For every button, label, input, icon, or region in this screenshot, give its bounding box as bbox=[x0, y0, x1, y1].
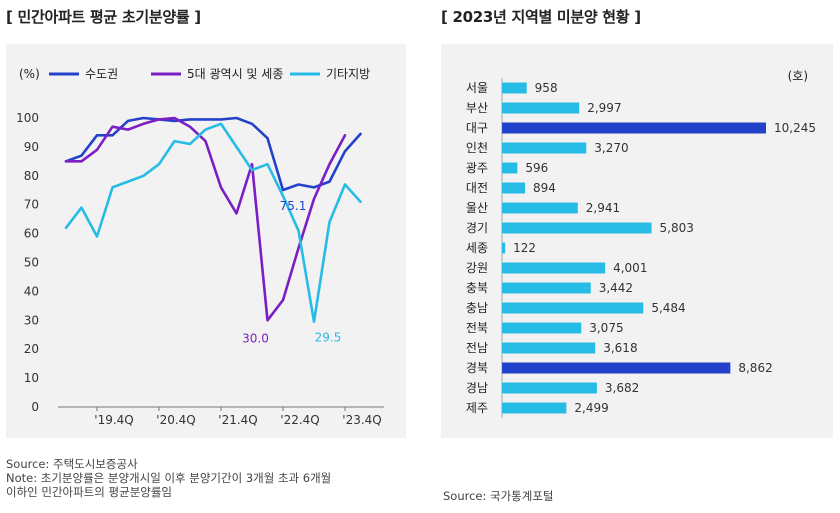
category-label: 제주 bbox=[466, 401, 488, 415]
value-label: 3,270 bbox=[594, 141, 628, 155]
series-line bbox=[64, 116, 362, 192]
y-tick-label: 0 bbox=[31, 400, 39, 414]
value-label: 3,618 bbox=[603, 341, 637, 355]
bar bbox=[502, 302, 644, 314]
value-label: 5,484 bbox=[651, 301, 685, 315]
value-label: 3,442 bbox=[599, 281, 633, 295]
category-label: 경북 bbox=[466, 361, 488, 375]
y-tick-label: 50 bbox=[24, 256, 39, 270]
note-line-2: 이하인 민간아파트의 평균분양률임 bbox=[6, 485, 173, 499]
left-chart-title: [ 민간아파트 평균 초기분양률 ] bbox=[6, 8, 201, 26]
y-tick-label: 10 bbox=[24, 371, 39, 385]
right-chart-title: [ 2023년 지역별 미분양 현황 ] bbox=[441, 8, 641, 26]
right-source: Source: 국가통계포털 bbox=[443, 489, 554, 503]
category-label: 강원 bbox=[466, 261, 488, 275]
legend-label: 기타지방 bbox=[326, 67, 370, 81]
category-label: 충북 bbox=[466, 281, 488, 295]
line-chart: (%) 0 10 20 30 40 50 60 70 80 90 100 '19.4Q '20.4Q '21… bbox=[16, 67, 384, 427]
category-label: 서울 bbox=[466, 81, 488, 95]
data-label: 29.5 bbox=[315, 331, 342, 345]
value-label: 5,803 bbox=[660, 221, 694, 235]
bar bbox=[502, 142, 587, 154]
legend-label: 5대 광역시 및 세종 bbox=[187, 67, 283, 81]
bar bbox=[502, 202, 578, 214]
source-line: Source: 주택도시보증공사 bbox=[6, 457, 138, 471]
bar bbox=[502, 262, 606, 274]
category-label: 대전 bbox=[466, 181, 488, 195]
value-label: 596 bbox=[525, 161, 548, 175]
series-line bbox=[64, 116, 347, 322]
value-label: 3,075 bbox=[589, 321, 623, 335]
value-label: 3,682 bbox=[605, 381, 639, 395]
bar bbox=[502, 362, 731, 374]
y-tick-label: 40 bbox=[24, 284, 39, 298]
value-label: 894 bbox=[533, 181, 556, 195]
bar bbox=[502, 82, 527, 94]
y-tick-label: 60 bbox=[24, 227, 39, 241]
left-source: Source: 주택도시보증공사 Note: 초기분양률은 분양개시일 이후 분… bbox=[6, 457, 331, 499]
bar bbox=[502, 122, 766, 134]
note-line-1: Note: 초기분양률은 분양개시일 이후 분양기간이 3개월 초과 6개월 bbox=[6, 471, 332, 485]
unit-label: (호) bbox=[788, 69, 808, 83]
bar bbox=[502, 282, 591, 294]
x-tick-label: '20.4Q bbox=[156, 413, 195, 427]
value-label: 4,001 bbox=[613, 261, 647, 275]
series-line bbox=[64, 122, 362, 323]
category-label: 인천 bbox=[466, 140, 488, 155]
value-label: 2,997 bbox=[587, 101, 621, 115]
category-label: 경남 bbox=[466, 381, 488, 395]
category-label: 세종 bbox=[466, 241, 488, 255]
bar-chart-panel: (호) 서울 958 부산 2,997 대구 10,245 인천 3,270 광주 596 대전 894… bbox=[441, 44, 833, 438]
category-label: 충남 bbox=[466, 301, 488, 315]
x-tick-label: '23.4Q bbox=[342, 413, 381, 427]
value-label: 122 bbox=[513, 241, 536, 255]
y-tick-label: 90 bbox=[24, 140, 39, 154]
category-label: 경기 bbox=[466, 221, 488, 235]
category-label: 부산 bbox=[466, 101, 488, 115]
value-label: 10,245 bbox=[774, 121, 816, 135]
value-label: 2,499 bbox=[574, 401, 608, 415]
data-label: 75.1 bbox=[280, 199, 307, 213]
y-tick-label: 100 bbox=[16, 111, 39, 125]
y-tick-label: 30 bbox=[24, 313, 39, 327]
x-tick-label: '22.4Q bbox=[280, 413, 319, 427]
bar bbox=[502, 102, 580, 114]
category-label: 광주 bbox=[466, 161, 488, 175]
line-chart-panel: (%) 0 10 20 30 40 50 60 70 80 90 100 '19.4Q '20.4Q '21… bbox=[6, 44, 406, 438]
bar bbox=[502, 242, 506, 254]
y-tick-label: 70 bbox=[24, 198, 39, 212]
y-tick-label: 80 bbox=[24, 169, 39, 183]
bar bbox=[502, 322, 582, 334]
x-tick-label: '21.4Q bbox=[218, 413, 257, 427]
category-label: 전남 bbox=[466, 341, 488, 355]
y-tick-label: 20 bbox=[24, 342, 39, 356]
bar bbox=[502, 402, 567, 414]
x-tick-label: '19.4Q bbox=[94, 413, 133, 427]
bar bbox=[502, 182, 526, 194]
y-unit-label: (%) bbox=[19, 67, 40, 81]
value-label: 958 bbox=[535, 81, 558, 95]
category-label: 대구 bbox=[466, 121, 488, 135]
category-label: 전북 bbox=[466, 321, 488, 335]
bar bbox=[502, 342, 596, 354]
bar bbox=[502, 382, 597, 394]
bar-chart: (호) 서울 958 부산 2,997 대구 10,245 인천 3,270 광주 596 대전 894… bbox=[466, 69, 816, 418]
data-label: 30.0 bbox=[242, 331, 269, 345]
category-label: 울산 bbox=[466, 201, 488, 215]
value-label: 8,862 bbox=[738, 361, 772, 375]
bar bbox=[502, 222, 652, 234]
bar bbox=[502, 162, 518, 174]
legend-label: 수도권 bbox=[85, 67, 118, 81]
value-label: 2,941 bbox=[586, 201, 620, 215]
